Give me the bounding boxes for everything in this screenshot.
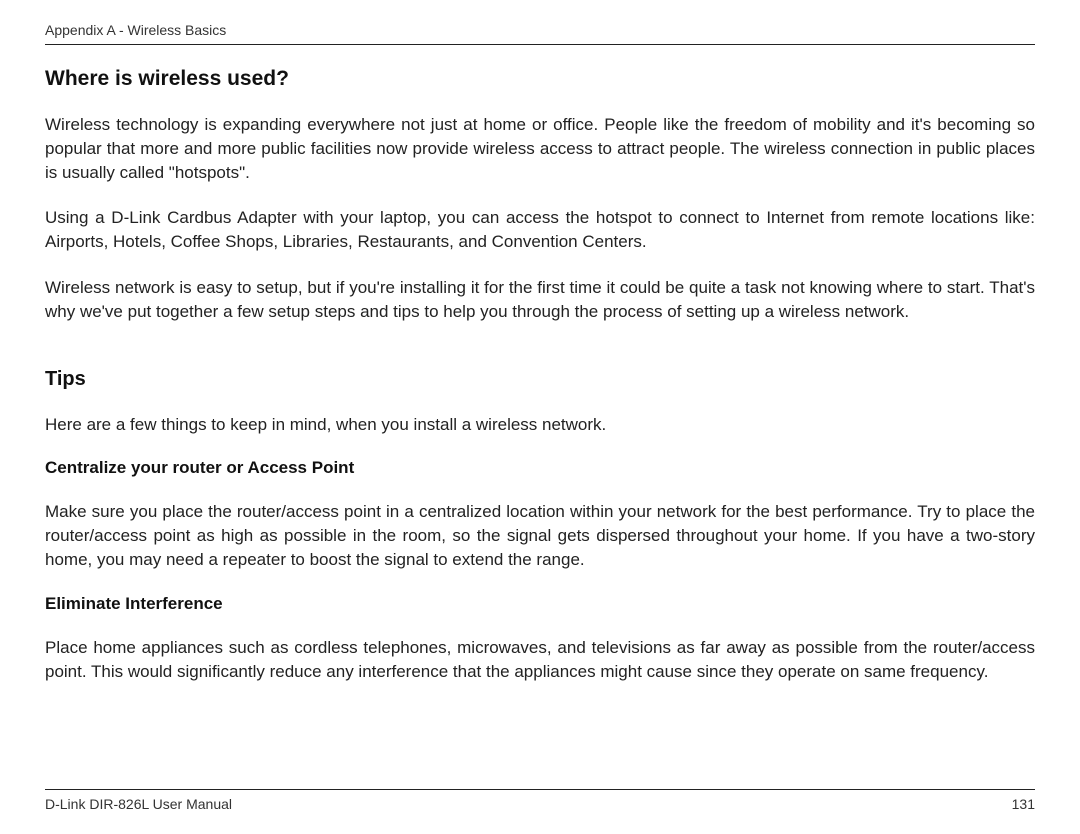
subheading-centralize: Centralize your router or Access Point	[45, 458, 1035, 478]
header-rule	[45, 44, 1035, 45]
paragraph: Using a D-Link Cardbus Adapter with your…	[45, 206, 1035, 254]
page-footer: D-Link DIR-826L User Manual 131	[45, 789, 1035, 812]
subheading-eliminate: Eliminate Interference	[45, 594, 1035, 614]
paragraph: Place home appliances such as cordless t…	[45, 636, 1035, 684]
heading-where-used: Where is wireless used?	[45, 67, 1035, 91]
paragraph: Here are a few things to keep in mind, w…	[45, 413, 1035, 437]
footer-left: D-Link DIR-826L User Manual	[45, 796, 232, 812]
footer-page-number: 131	[1012, 796, 1035, 812]
header-text: Appendix A - Wireless Basics	[45, 22, 1035, 44]
page-header: Appendix A - Wireless Basics	[45, 22, 1035, 45]
paragraph: Wireless technology is expanding everywh…	[45, 113, 1035, 184]
content: Where is wireless used? Wireless technol…	[45, 67, 1035, 683]
paragraph: Wireless network is easy to setup, but i…	[45, 276, 1035, 324]
footer-row: D-Link DIR-826L User Manual 131	[45, 796, 1035, 812]
footer-rule	[45, 789, 1035, 790]
heading-tips: Tips	[45, 368, 1035, 391]
paragraph: Make sure you place the router/access po…	[45, 500, 1035, 571]
